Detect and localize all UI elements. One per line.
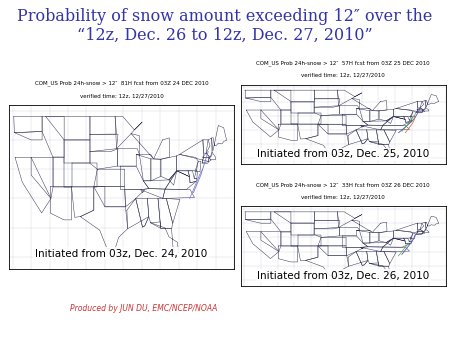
Text: COM_US Prob 24h-snow > 12″  57H fcst from 03Z 25 DEC 2010: COM_US Prob 24h-snow > 12″ 57H fcst from… bbox=[256, 60, 430, 66]
Text: COM_US Prob 24h-snow > 12″  33H fcst from 03Z 26 DEC 2010: COM_US Prob 24h-snow > 12″ 33H fcst from… bbox=[256, 182, 430, 188]
Text: COM_US Prob 24h-snow > 12″  81H fcst from 03Z 24 DEC 2010: COM_US Prob 24h-snow > 12″ 81H fcst from… bbox=[35, 80, 208, 86]
Text: Initiated from 03z, Dec. 26, 2010: Initiated from 03z, Dec. 26, 2010 bbox=[257, 271, 429, 281]
Text: verified time: 12z, 12/27/2010: verified time: 12z, 12/27/2010 bbox=[80, 93, 163, 98]
Text: “12z, Dec. 26 to 12z, Dec. 27, 2010”: “12z, Dec. 26 to 12z, Dec. 27, 2010” bbox=[77, 27, 373, 44]
Text: Initiated from 03z, Dec. 24, 2010: Initiated from 03z, Dec. 24, 2010 bbox=[36, 249, 207, 259]
Text: verified time: 12z, 12/27/2010: verified time: 12z, 12/27/2010 bbox=[301, 73, 385, 78]
Text: Probability of snow amount exceeding 12″ over the: Probability of snow amount exceeding 12″… bbox=[17, 8, 433, 25]
Text: Initiated from 03z, Dec. 25, 2010: Initiated from 03z, Dec. 25, 2010 bbox=[257, 149, 429, 159]
Text: Produced by JUN DU, EMC/NCEP/NOAA: Produced by JUN DU, EMC/NCEP/NOAA bbox=[70, 304, 218, 313]
Text: verified time: 12z, 12/27/2010: verified time: 12z, 12/27/2010 bbox=[301, 194, 385, 199]
